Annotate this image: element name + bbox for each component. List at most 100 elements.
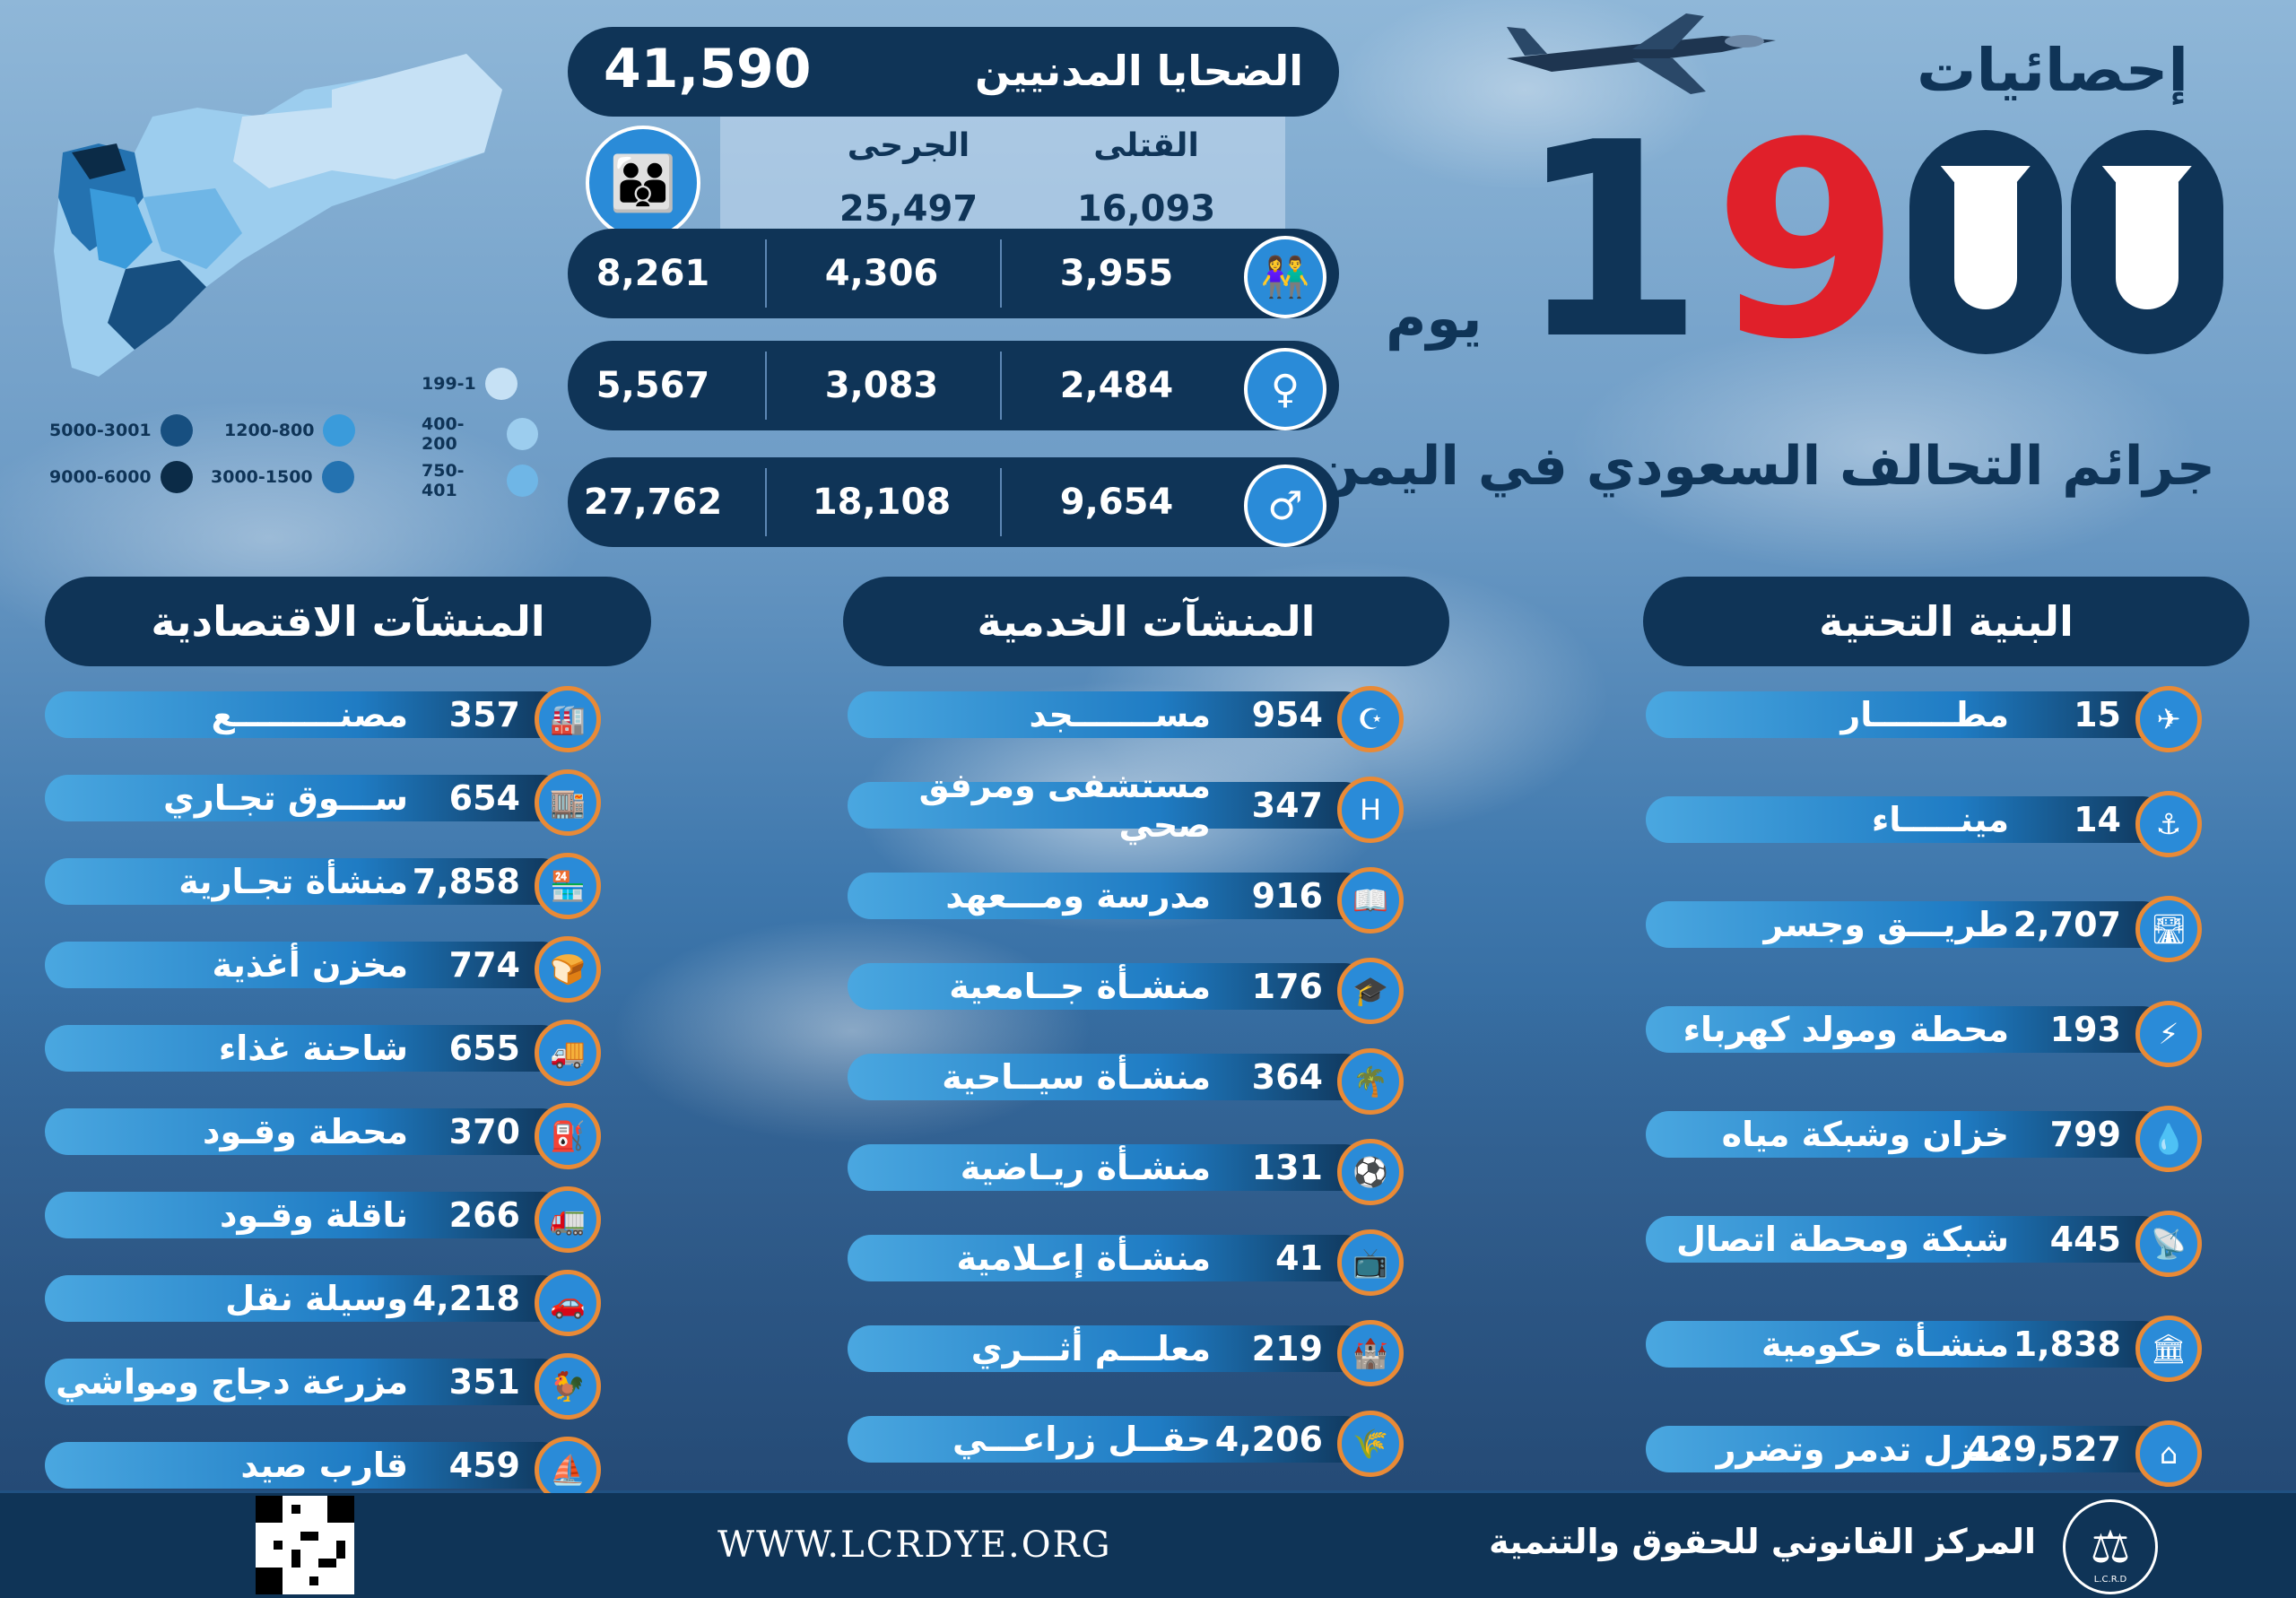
killed-total: 16,093 bbox=[1076, 188, 1216, 230]
water-icon: 💧 bbox=[2135, 1106, 2202, 1172]
stat-bar bbox=[1646, 1006, 2166, 1053]
stat-item: معلـــم أثـــري 219 🏰 bbox=[848, 1320, 1404, 1386]
row-wounded: 4,306 bbox=[824, 253, 939, 294]
fighter-jet-illustration bbox=[1507, 13, 1776, 94]
stat-value: 7,858 bbox=[412, 862, 520, 901]
stat-label: معلـــم أثـــري bbox=[970, 1329, 1211, 1368]
stat-label: ســـوق تجـاري bbox=[163, 778, 408, 818]
stat-value: 4,218 bbox=[412, 1279, 520, 1318]
stat-value: 41 bbox=[1275, 1238, 1323, 1278]
stat-label: محطة ومولد كهرباء bbox=[1683, 1010, 2009, 1049]
stat-value: 954 bbox=[1251, 695, 1323, 734]
row-total: 27,762 bbox=[583, 482, 723, 523]
tv-icon: 📺 bbox=[1337, 1229, 1404, 1296]
car-icon: 🚗 bbox=[535, 1270, 601, 1336]
stat-item: ســـوق تجـاري 654 🏬 bbox=[45, 769, 601, 836]
stat-value: 774 bbox=[448, 945, 520, 985]
hospital-icon: H bbox=[1337, 777, 1404, 843]
stat-value: 364 bbox=[1251, 1057, 1323, 1097]
stat-label: مينـــــاء bbox=[1871, 800, 2009, 839]
stat-bar bbox=[45, 1275, 565, 1322]
stat-bar bbox=[1646, 691, 2166, 738]
airplane-icon: ✈ bbox=[2135, 686, 2202, 752]
stat-label: مخزن أغذية bbox=[212, 945, 408, 985]
legend-swatch bbox=[321, 461, 354, 493]
stat-item: منشـأة سيــاحية 364 🌴 bbox=[848, 1048, 1404, 1115]
stat-bar bbox=[848, 691, 1368, 738]
food-store-icon: 🍞 bbox=[535, 936, 601, 1003]
website-link[interactable]: WWW.LCRDYE.ORG bbox=[718, 1524, 1112, 1566]
stat-value: 916 bbox=[1251, 876, 1323, 916]
stat-value: 193 bbox=[2049, 1010, 2121, 1049]
stat-item: طريـــق وجسر 2,707 🛣 bbox=[1646, 896, 2202, 962]
days-word: يوم bbox=[1386, 285, 1483, 351]
stat-item: منزل تدمر وتضرر 429,527 ⌂ bbox=[1646, 1420, 2202, 1487]
stat-value: 351 bbox=[448, 1362, 520, 1402]
row-total: 8,261 bbox=[596, 253, 710, 294]
stat-item: مدرسة ومـــعهد 916 📖 bbox=[848, 867, 1404, 934]
stat-label: مزرعة دجاج ومواشي bbox=[56, 1362, 408, 1402]
stat-item: مطـــــــار 15 ✈ bbox=[1646, 686, 2202, 752]
stat-value: 655 bbox=[448, 1029, 520, 1068]
stat-label: مستشفى ومرفق صحي bbox=[918, 766, 1211, 845]
house-icon: ⌂ bbox=[2135, 1420, 2202, 1487]
government-building-icon: 🏛 bbox=[2135, 1316, 2202, 1382]
qr-code[interactable] bbox=[256, 1496, 354, 1594]
wheat-icon: 🌾 bbox=[1337, 1411, 1404, 1477]
stat-item: حقــل زراعـــي 4,206 🌾 bbox=[848, 1411, 1404, 1477]
stat-item: مزرعة دجاج ومواشي 351 🐓 bbox=[45, 1353, 601, 1420]
casualties-row-children: 8,261 4,306 3,955 👫 bbox=[568, 229, 1339, 318]
row-wounded: 18,108 bbox=[812, 482, 952, 523]
stat-bar bbox=[45, 691, 565, 738]
stat-item: مستشفى ومرفق صحي 347 H bbox=[848, 766, 1404, 845]
stat-value: 14 bbox=[2074, 800, 2121, 839]
fuel-tanker-icon: 🚛 bbox=[535, 1186, 601, 1253]
stat-label: منزل تدمر وتضرر bbox=[1716, 1429, 2009, 1469]
stat-bar bbox=[45, 858, 565, 905]
stat-bar bbox=[1646, 796, 2166, 843]
factory-icon: 🏭 bbox=[535, 686, 601, 752]
stat-bar bbox=[45, 775, 565, 821]
stat-label: منشـأة جــامعية bbox=[949, 967, 1211, 1006]
stat-item: منشـأة ريـاضية 131 ⚽ bbox=[848, 1139, 1404, 1205]
stat-value: 131 bbox=[1251, 1148, 1323, 1187]
stat-item: ناقلة وقـود 266 🚛 bbox=[45, 1186, 601, 1253]
stat-label: مدرسة ومـــعهد bbox=[945, 876, 1211, 916]
stat-item: مخزن أغذية 774 🍞 bbox=[45, 936, 601, 1003]
stat-label: شبكة ومحطة اتصال bbox=[1675, 1220, 2009, 1259]
stat-item: محطة ومولد كهرباء 193 ⚡ bbox=[1646, 1001, 2202, 1067]
stat-bar bbox=[45, 1359, 565, 1405]
days-digit-9: 9 bbox=[1713, 85, 1900, 398]
stat-bar bbox=[1646, 1111, 2166, 1158]
page-title: إحصائيات bbox=[1917, 36, 2188, 105]
stat-label: مصنـــــــــع bbox=[211, 695, 408, 734]
stat-bar bbox=[848, 1144, 1368, 1191]
stat-label: محطة وقـود bbox=[202, 1112, 408, 1151]
stat-item: خزان وشبكة مياه 799 💧 bbox=[1646, 1106, 2202, 1172]
stat-bar bbox=[1646, 1216, 2166, 1263]
stat-bar bbox=[848, 963, 1368, 1010]
legend-swatch bbox=[160, 414, 193, 447]
wounded-header: الجرحى bbox=[847, 127, 970, 164]
stat-value: 219 bbox=[1251, 1329, 1323, 1368]
stat-value: 654 bbox=[448, 778, 520, 818]
killed-header: القتلى bbox=[1093, 127, 1199, 164]
legend-swatch bbox=[484, 368, 517, 400]
stat-value: 347 bbox=[1251, 786, 1323, 825]
infrastructure-column-title: البنية التحتية bbox=[1643, 577, 2249, 666]
woman-icon: ♀ bbox=[1244, 348, 1326, 430]
legend-label: 9000-6000 bbox=[49, 467, 152, 487]
palm-icon: 🌴 bbox=[1337, 1048, 1404, 1115]
casualties-header: 41,590 الضحايا المدنيين bbox=[568, 27, 1339, 117]
legend-swatch bbox=[323, 414, 356, 447]
casualties-row-women: 5,567 3,083 2,484 ♀ bbox=[568, 341, 1339, 430]
stat-bar bbox=[45, 1108, 565, 1155]
stat-bar bbox=[848, 1416, 1368, 1463]
children-icon: 👫 bbox=[1244, 236, 1326, 318]
stat-bar bbox=[848, 1235, 1368, 1281]
food-truck-icon: 🚚 bbox=[535, 1020, 601, 1086]
stat-item: شاحنة غذاء 655 🚚 bbox=[45, 1020, 601, 1086]
stat-bar bbox=[45, 1192, 565, 1238]
economic-column-title: المنشآت الاقتصادية bbox=[45, 577, 651, 666]
service-column-title: المنشآت الخدمية bbox=[843, 577, 1449, 666]
